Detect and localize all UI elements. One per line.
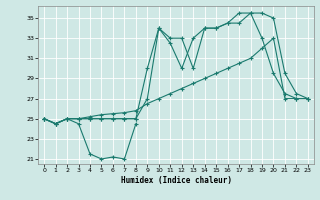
X-axis label: Humidex (Indice chaleur): Humidex (Indice chaleur) — [121, 176, 231, 185]
